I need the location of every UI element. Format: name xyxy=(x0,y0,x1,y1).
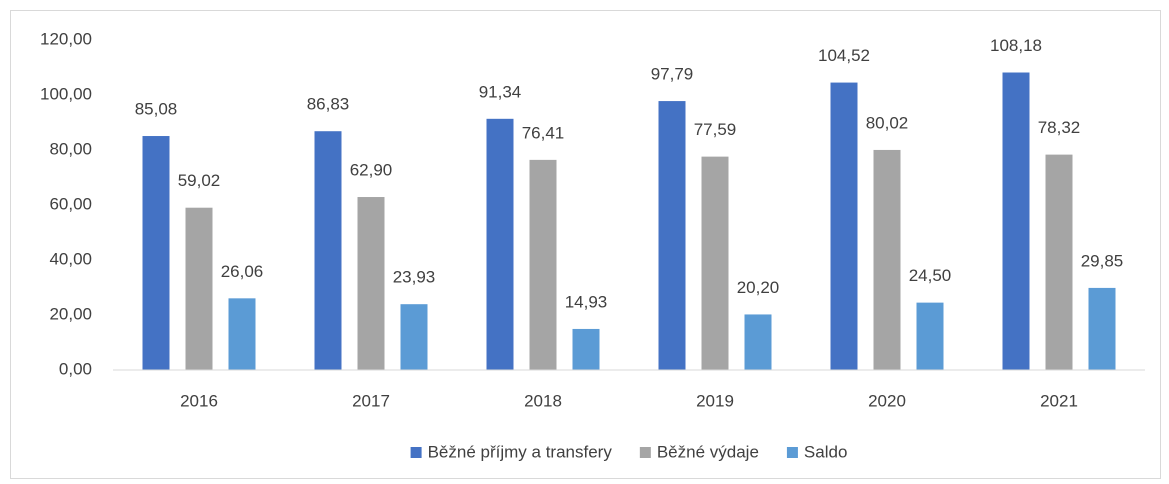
y-tick-label: 20,00 xyxy=(49,304,92,323)
legend-label: Běžné příjmy a transfery xyxy=(428,442,613,461)
x-tick-label: 2021 xyxy=(1040,391,1078,410)
data-label: 78,32 xyxy=(1038,118,1081,137)
y-tick-label: 120,00 xyxy=(40,29,92,48)
y-tick-label: 100,00 xyxy=(40,84,92,103)
y-tick-label: 60,00 xyxy=(49,194,92,213)
data-label: 85,08 xyxy=(135,100,178,119)
bar xyxy=(357,197,385,370)
data-label: 80,02 xyxy=(866,113,909,132)
data-label: 91,34 xyxy=(479,82,522,101)
data-label: 23,93 xyxy=(393,268,436,287)
bar xyxy=(873,149,901,370)
legend-label: Saldo xyxy=(804,442,847,461)
data-label: 20,20 xyxy=(737,278,780,297)
data-label: 104,52 xyxy=(818,46,870,65)
x-tick-label: 2019 xyxy=(696,391,734,410)
bar xyxy=(314,131,342,370)
x-tick-label: 2020 xyxy=(868,391,906,410)
data-label: 108,18 xyxy=(990,36,1042,55)
bar xyxy=(1002,72,1030,370)
bar xyxy=(1088,287,1116,370)
y-tick-label: 40,00 xyxy=(49,249,92,268)
legend-swatch xyxy=(639,447,651,458)
data-label: 24,50 xyxy=(909,266,952,285)
x-tick-label: 2018 xyxy=(524,391,562,410)
data-label: 29,85 xyxy=(1081,251,1124,270)
data-label: 62,90 xyxy=(350,161,393,180)
legend-swatch xyxy=(786,447,798,458)
data-label: 86,83 xyxy=(307,95,350,114)
y-tick-label: 80,00 xyxy=(49,139,92,158)
x-tick-label: 2016 xyxy=(180,391,218,410)
x-tick-label: 2017 xyxy=(352,391,390,410)
data-label: 77,59 xyxy=(694,120,737,139)
bar xyxy=(1045,154,1073,370)
data-label: 59,02 xyxy=(178,171,221,190)
bar xyxy=(400,304,428,370)
data-label: 14,93 xyxy=(565,292,608,311)
legend-swatch xyxy=(410,447,422,458)
bar xyxy=(701,156,729,370)
bar xyxy=(658,101,686,370)
bar xyxy=(228,298,256,370)
bar xyxy=(529,159,557,370)
data-label: 26,06 xyxy=(221,262,264,281)
legend-label: Běžné výdaje xyxy=(657,442,759,461)
bar xyxy=(572,328,600,370)
bar xyxy=(916,302,944,370)
y-tick-label: 0,00 xyxy=(59,359,92,378)
data-label: 76,41 xyxy=(522,123,565,142)
bar xyxy=(830,82,858,370)
bar xyxy=(486,118,514,370)
bar xyxy=(744,314,772,370)
bar xyxy=(142,136,170,370)
bar xyxy=(185,207,213,370)
data-label: 97,79 xyxy=(651,65,694,84)
